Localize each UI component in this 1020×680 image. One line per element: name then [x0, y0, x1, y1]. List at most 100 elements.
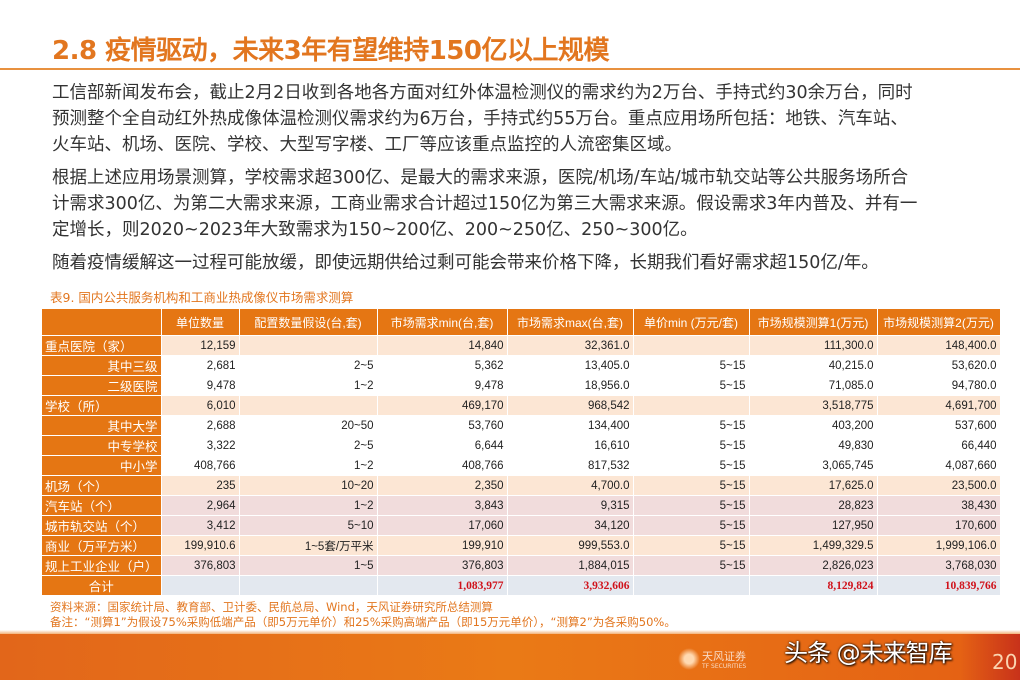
table-cell: 9,478: [377, 375, 508, 396]
table-cell: 1~2: [239, 455, 378, 476]
column-header: 配置数量假设(台,套): [239, 309, 378, 336]
column-header: 市场规模测算1(万元): [749, 309, 878, 336]
table-cell: 376,803: [161, 555, 240, 576]
table-cell: 49,830: [749, 435, 878, 456]
table-cell: 111,300.0: [749, 335, 878, 356]
logo-text: 天风证券: [702, 650, 746, 663]
table-cell: [633, 575, 750, 596]
table-cell: 1,884,015: [507, 555, 634, 576]
table-cell: 5~15: [633, 495, 750, 516]
row-label: 机场（个）: [42, 475, 162, 496]
table-cell: 32,361.0: [507, 335, 634, 356]
table-cell: 5~15: [633, 355, 750, 376]
table-cell: 1,083,977: [377, 575, 508, 596]
text-line: 随着疫情缓解这一过程可能放缓，即使远期供给过剩可能会带来价格下降，长期我们看好需…: [52, 253, 879, 273]
table-cell: 28,823: [749, 495, 878, 516]
column-header: 市场规模测算2(万元): [877, 309, 1001, 336]
row-label: 二级医院: [42, 375, 162, 396]
notes: 资料来源：国家统计局、教育部、卫计委、民航总局、Wind，天风证券研究所总结测算…: [50, 600, 676, 630]
table-cell: 5~15: [633, 375, 750, 396]
row-label: 商业（万平方米）: [42, 535, 162, 556]
table-header-row: 单位数量 配置数量假设(台,套) 市场需求min(台,套) 市场需求max(台,套) 单…: [42, 309, 1001, 336]
table-cell: 5~15: [633, 415, 750, 436]
table-cell: 9,478: [161, 375, 240, 396]
table-cell: [239, 395, 378, 416]
table-cell: 53,620.0: [877, 355, 1001, 376]
title-divider: [0, 68, 1020, 70]
table-cell: 14,840: [377, 335, 508, 356]
table-cell: 2~5: [239, 355, 378, 376]
table-cell: 3,518,775: [749, 395, 878, 416]
table-cell: 10,839,766: [877, 575, 1001, 596]
table-row: 学校（所） 6,010 469,170 968,542 3,518,775 4,691,7…: [42, 395, 1001, 416]
text-line: 根据上述应用场景测算，学校需求超300亿、是最大的需求来源，医院/机场/车站/城…: [52, 168, 909, 188]
table-cell: 2,681: [161, 355, 240, 376]
watermark: 头条 @未来智库: [784, 639, 953, 667]
table-cell: 2~5: [239, 435, 378, 456]
table-cell: 817,532: [507, 455, 634, 476]
table-caption: 表9. 国内公共服务机构和工商业热成像仪市场需求测算: [50, 290, 354, 305]
table-cell: 94,780.0: [877, 375, 1001, 396]
company-logo: 天风证券 TF SECURITIES: [702, 650, 746, 671]
table-row: 汽车站（个） 2,964 1~2 3,843 9,315 5~15 28,823 38,430: [42, 495, 1001, 516]
table-cell: 17,625.0: [749, 475, 878, 496]
table-cell: 13,405.0: [507, 355, 634, 376]
table-cell: 23,500.0: [877, 475, 1001, 496]
table-cell: 1,499,329.5: [749, 535, 878, 556]
text-line: 计需求300亿、为第二大需求来源，工商业需求合计超过150亿为第三大需求来源。假…: [52, 194, 918, 214]
table-cell: [161, 575, 240, 596]
table-cell: [633, 335, 750, 356]
table-cell: 408,766: [377, 455, 508, 476]
footer-band: [0, 634, 1020, 680]
table-cell: 3,322: [161, 435, 240, 456]
table-cell: 2,688: [161, 415, 240, 436]
paragraph: 根据上述应用场景测算，学校需求超300亿、是最大的需求来源，医院/机场/车站/城…: [52, 165, 992, 243]
table-cell: 8,129,824: [749, 575, 878, 596]
page-number: 20: [992, 650, 1018, 674]
table-cell: 34,120: [507, 515, 634, 536]
paragraph: 工信部新闻发布会，截止2月2日收到各地各方面对红外体温检测仪的需求约为2万台、手…: [52, 80, 992, 158]
table-cell: 9,315: [507, 495, 634, 516]
footer-corner: [960, 634, 1020, 680]
table-cell: 16,610: [507, 435, 634, 456]
row-label: 中小学: [42, 455, 162, 476]
table-row: 机场（个） 235 10~20 2,350 4,700.0 5~15 17,625.0 23,…: [42, 475, 1001, 496]
footer-divider: [0, 630, 1020, 634]
table-cell: 127,950: [749, 515, 878, 536]
table-cell: 968,542: [507, 395, 634, 416]
table-row: 中专学校 3,322 2~5 6,644 16,610 5~15 49,830 66,440: [42, 435, 1001, 456]
table-cell: 10~20: [239, 475, 378, 496]
table-cell: 2,350: [377, 475, 508, 496]
row-label: 其中三级: [42, 355, 162, 376]
table-cell: 3,768,030: [877, 555, 1001, 576]
column-header: [42, 309, 162, 336]
table-cell: 148,400.0: [877, 335, 1001, 356]
table-cell: 40,215.0: [749, 355, 878, 376]
column-header: 市场需求max(台,套): [507, 309, 634, 336]
table-cell: 6,644: [377, 435, 508, 456]
table-row: 重点医院（家） 12,159 14,840 32,361.0 111,300.0 148,…: [42, 335, 1001, 356]
table-cell: 1~2: [239, 375, 378, 396]
body-text: 工信部新闻发布会，截止2月2日收到各地各方面对红外体温检测仪的需求约为2万台、手…: [52, 80, 992, 276]
column-header: 市场需求min(台,套): [377, 309, 508, 336]
table-cell: 66,440: [877, 435, 1001, 456]
table-cell: 235: [161, 475, 240, 496]
table-cell: 5~15: [633, 555, 750, 576]
market-demand-table: 单位数量 配置数量假设(台,套) 市场需求min(台,套) 市场需求max(台,套) 单…: [42, 309, 1001, 596]
table-cell: [633, 395, 750, 416]
table-cell: 53,760: [377, 415, 508, 436]
table-cell: 469,170: [377, 395, 508, 416]
logo-subtext: TF SECURITIES: [702, 663, 747, 670]
table-cell: 5~15: [633, 435, 750, 456]
table-cell: 12,159: [161, 335, 240, 356]
table-cell: 71,085.0: [749, 375, 878, 396]
table-cell: [239, 335, 378, 356]
table-row: 商业（万平方米） 199,910.6 1~5套/万平米 199,910 999,553.…: [42, 535, 1001, 556]
table-cell: 5~15: [633, 455, 750, 476]
table-cell: 537,600: [877, 415, 1001, 436]
table-cell: 3,932,606: [507, 575, 634, 596]
table-cell: 1~5套/万平米: [239, 535, 378, 556]
table-cell: 3,843: [377, 495, 508, 516]
table-cell: 38,430: [877, 495, 1001, 516]
table-cell: 17,060: [377, 515, 508, 536]
